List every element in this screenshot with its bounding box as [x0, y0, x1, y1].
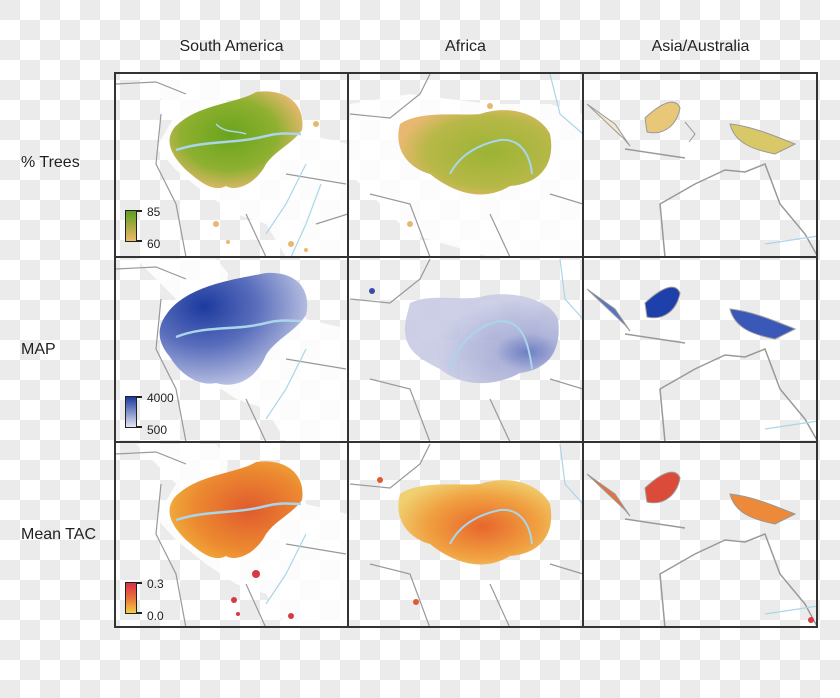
row-title-trees: % Trees — [21, 154, 80, 171]
column-title-africa: Africa — [445, 38, 486, 55]
legend-trees-min: 60 — [147, 237, 161, 251]
panel-map-asia-australia — [585, 259, 818, 442]
row-title-mean-tac: Mean TAC — [21, 526, 96, 543]
panel-trees-asia-australia — [585, 74, 818, 257]
panel-trees-south-america — [116, 74, 348, 257]
colorbar-trees — [125, 210, 137, 242]
legend-map-max: 4000 — [147, 391, 174, 405]
legend-trees-max: 85 — [147, 205, 161, 219]
figure-frame — [114, 72, 818, 628]
column-divider-2 — [582, 72, 584, 628]
legend-tac: 0.3 0.0 — [125, 578, 185, 623]
column-title-asia-australia: Asia/Australia — [651, 38, 750, 55]
colorbar-tac — [125, 582, 137, 614]
row-divider-1 — [114, 256, 818, 258]
panel-tac-asia-australia — [585, 444, 818, 628]
colorbar-map — [125, 396, 137, 428]
column-divider-1 — [347, 72, 349, 628]
legend-tac-max: 0.3 — [147, 577, 164, 591]
panel-tac-africa — [350, 444, 583, 628]
panel-map-africa — [350, 259, 583, 442]
legend-map: 4000 500 — [125, 392, 195, 437]
panel-tac-south-america — [116, 444, 348, 628]
panel-trees-africa — [350, 74, 583, 257]
legend-tac-min: 0.0 — [147, 609, 164, 623]
column-title-south-america: South America — [179, 38, 284, 55]
panel-map-south-america — [116, 259, 348, 442]
row-divider-2 — [114, 441, 818, 443]
legend-map-min: 500 — [147, 423, 168, 437]
row-title-map: MAP — [21, 341, 56, 358]
legend-trees: 85 60 — [125, 206, 185, 251]
